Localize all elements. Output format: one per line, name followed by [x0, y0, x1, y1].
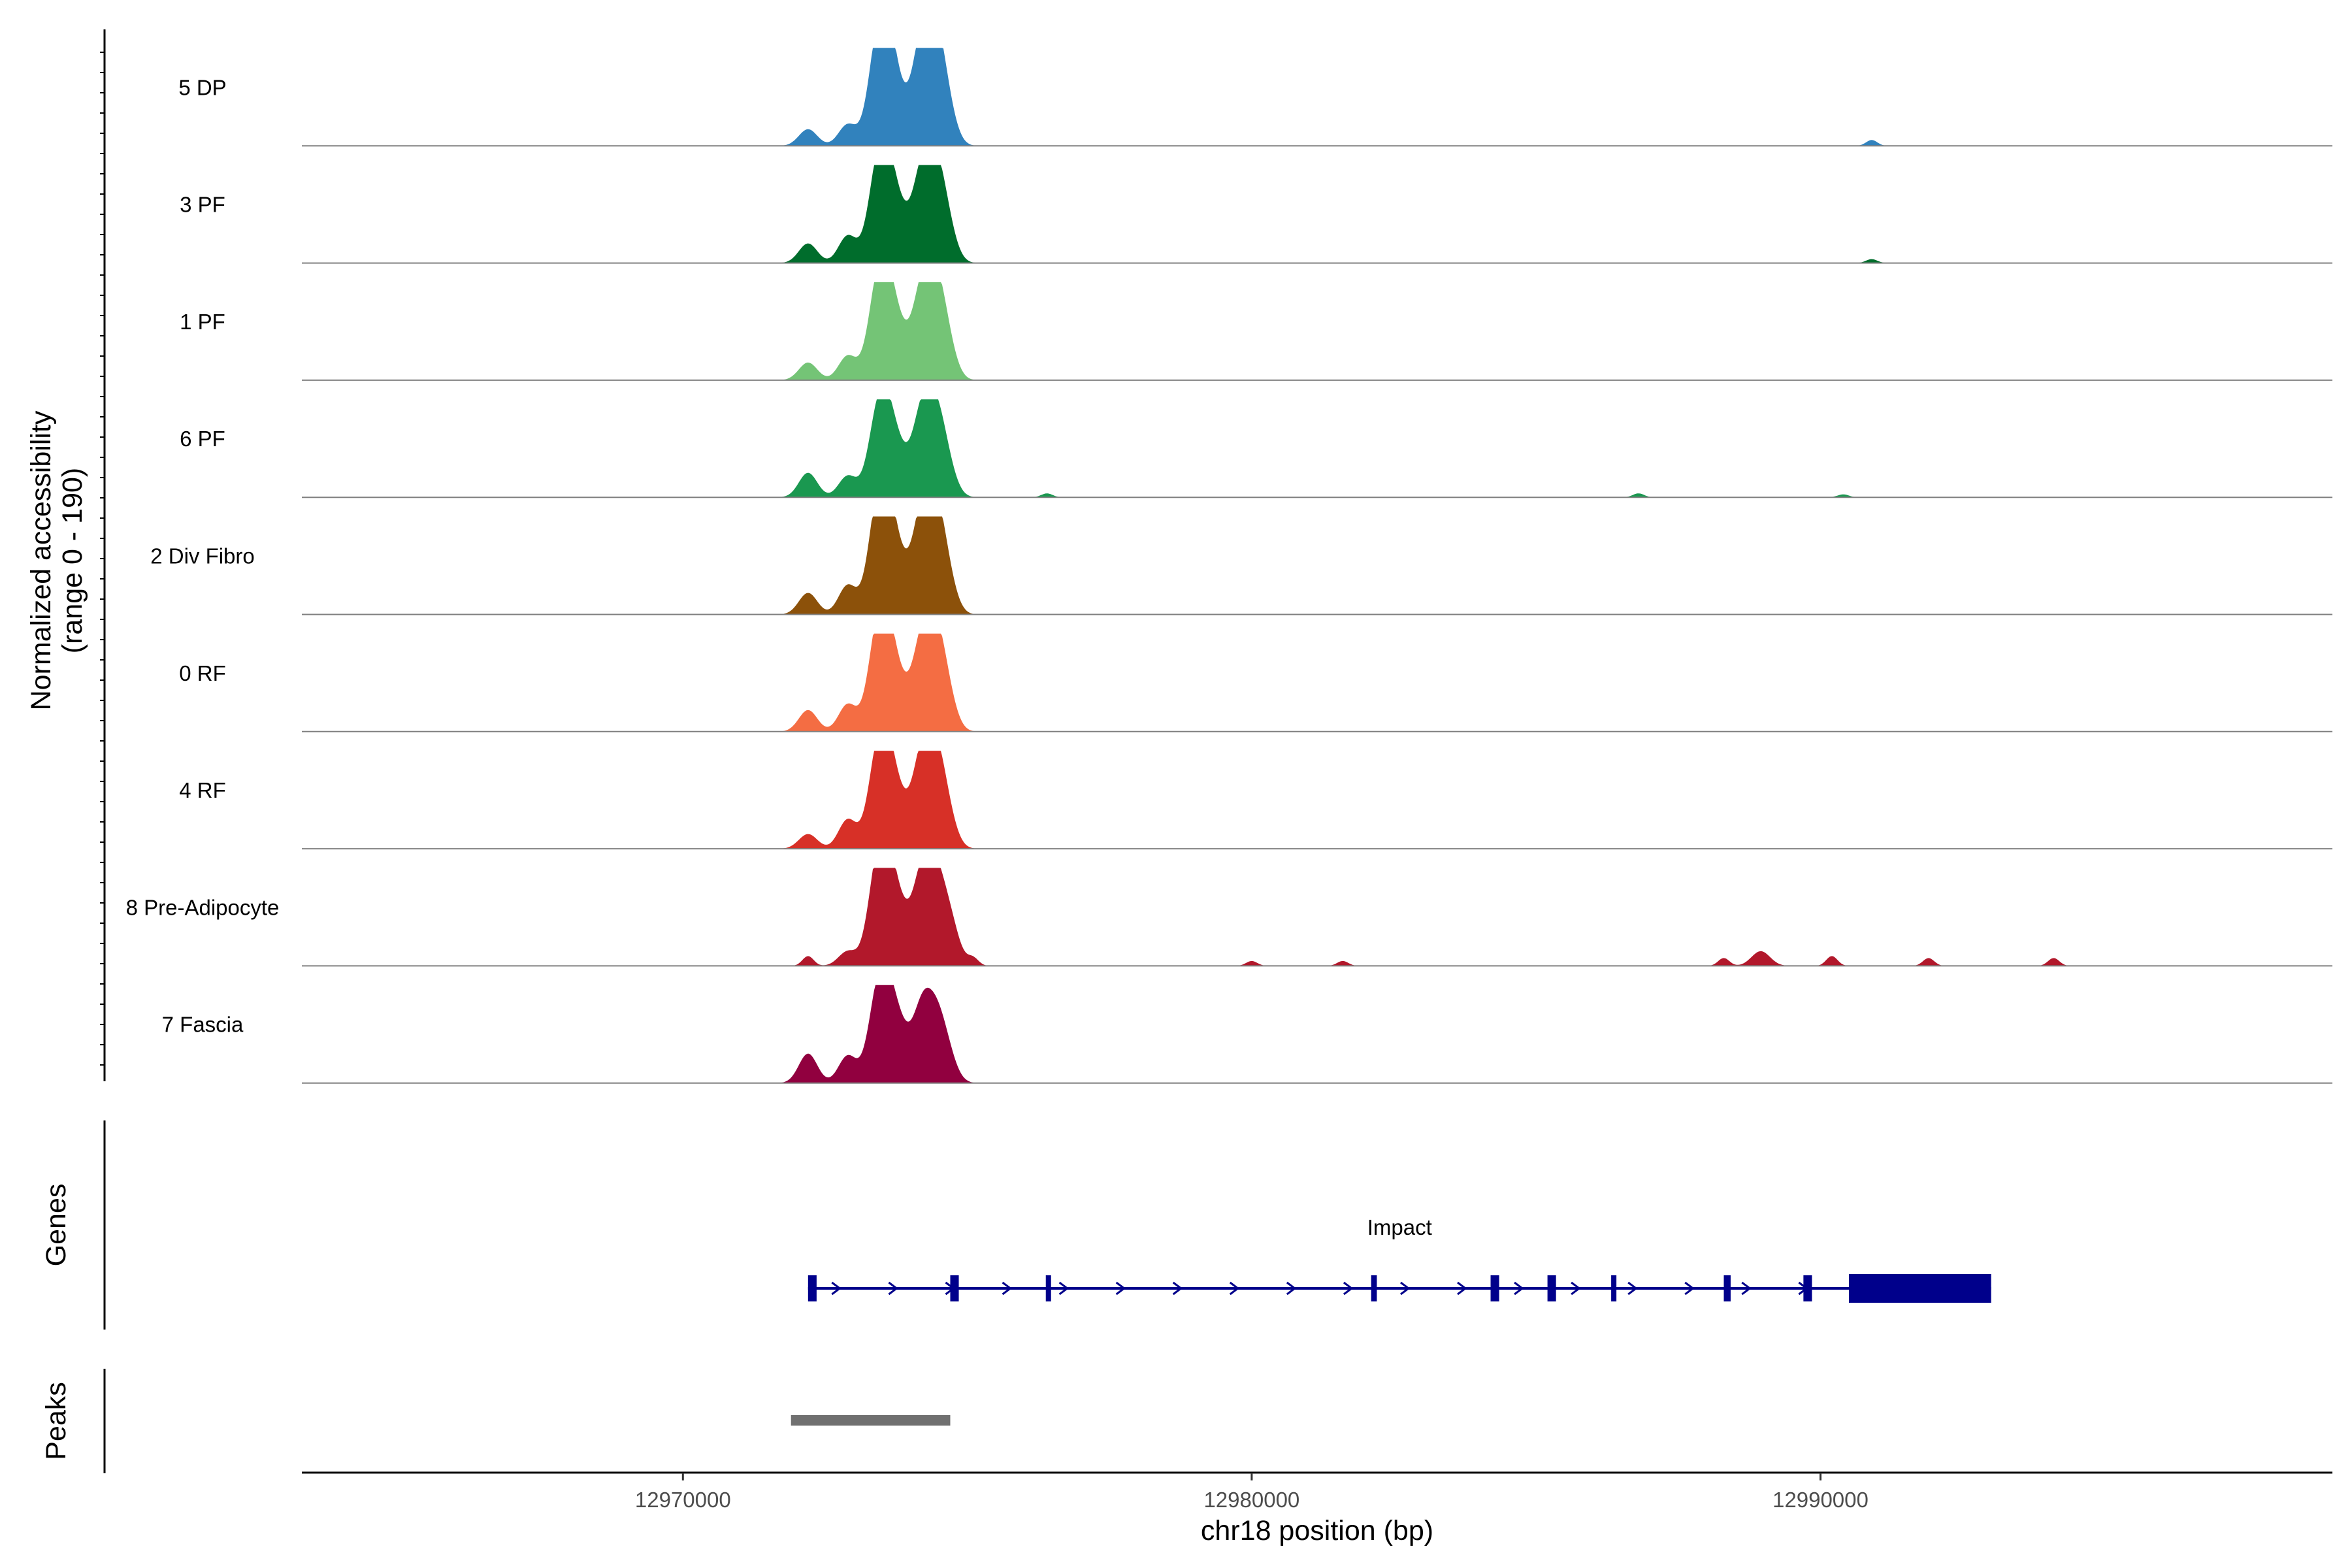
strand-arrow — [1741, 1281, 1752, 1296]
x-tick-label: 12970000 — [635, 1488, 731, 1512]
track-3-pf: 3 PF — [180, 165, 2332, 264]
gene-exon — [1849, 1274, 1991, 1303]
track-2-div-fibro: 2 Div Fibro — [150, 516, 2332, 615]
track-label: 4 RF — [179, 778, 226, 802]
strand-arrow — [1514, 1281, 1524, 1296]
gene-exon — [950, 1275, 959, 1301]
coverage-tracks: 5 DP 3 PF 1 PF 6 PF 2 Div Fibro 0 RF 4 RF 8 Pre… — [126, 48, 2332, 1084]
track-0-rf: 0 RF — [179, 633, 2332, 732]
strand-arrow — [1058, 1281, 1070, 1296]
y-axis-ticks — [100, 52, 105, 1066]
y-axis-title: Normalized accessibility — [25, 410, 57, 710]
coverage-area — [302, 399, 2332, 498]
peak-region — [791, 1415, 951, 1426]
strand-arrow — [1627, 1281, 1638, 1296]
strand-arrow — [1229, 1281, 1240, 1296]
track-label: 0 RF — [179, 661, 226, 685]
track-4-rf: 4 RF — [179, 751, 2332, 850]
strand-arrow — [1400, 1281, 1411, 1296]
x-tick-label: 12990000 — [1772, 1488, 1869, 1512]
strand-arrow — [1571, 1281, 1581, 1296]
gene-exon — [1547, 1275, 1556, 1301]
track-label: 6 PF — [180, 427, 225, 451]
track-8-pre-adipocyte: 8 Pre-Adipocyte — [126, 868, 2332, 967]
gene-exon — [1723, 1275, 1731, 1301]
gene-exon — [808, 1275, 817, 1301]
strand-arrow — [1457, 1281, 1467, 1296]
track-label: 3 PF — [180, 193, 225, 217]
coverage-area — [302, 282, 2332, 380]
track-1-pf: 1 PF — [180, 282, 2332, 381]
coverage-area — [302, 48, 2332, 146]
gene-exon — [1045, 1275, 1051, 1301]
strand-arrow — [1002, 1281, 1013, 1296]
strand-arrow — [1172, 1281, 1183, 1296]
track-6-pf: 6 PF — [180, 399, 2332, 498]
track-label: 8 Pre-Adipocyte — [126, 895, 280, 919]
x-tick-label: 12980000 — [1203, 1488, 1299, 1512]
coverage-area — [302, 633, 2332, 732]
y-axis-range-label: (range 0 - 190) — [57, 468, 88, 653]
strand-arrow — [888, 1281, 898, 1296]
gene-exon — [1611, 1275, 1617, 1301]
track-5-dp: 5 DP — [178, 48, 2332, 147]
coverage-area — [302, 868, 2332, 966]
gene-exon — [1803, 1275, 1812, 1301]
x-axis-title: chr18 position (bp) — [1201, 1515, 1433, 1546]
peaks-panel-label: Peaks — [41, 1382, 72, 1460]
x-axis-ticks: 12970000 12980000 12990000 — [635, 1473, 1869, 1512]
track-label: 1 PF — [180, 310, 225, 334]
gene-exon — [1490, 1275, 1499, 1301]
strand-arrow — [831, 1281, 841, 1296]
track-label: 2 Div Fibro — [150, 544, 255, 568]
track-label: 7 Fascia — [162, 1013, 244, 1037]
coverage-area — [302, 985, 2332, 1083]
strand-arrow — [1286, 1281, 1297, 1296]
strand-arrow — [1115, 1281, 1126, 1296]
peaks-track — [791, 1415, 951, 1426]
coverage-area — [302, 751, 2332, 849]
coverage-area — [302, 516, 2332, 615]
gene-name-label: Impact — [1367, 1215, 1432, 1239]
track-7-fascia: 7 Fascia — [162, 985, 2332, 1084]
strand-arrow — [1684, 1281, 1695, 1296]
gene-exon — [1371, 1275, 1377, 1301]
track-label: 5 DP — [178, 75, 226, 99]
gene-track: Impact — [808, 1215, 1991, 1303]
strand-arrow — [1343, 1281, 1354, 1296]
coverage-area — [302, 165, 2332, 263]
genes-panel-label: Genes — [41, 1184, 72, 1267]
